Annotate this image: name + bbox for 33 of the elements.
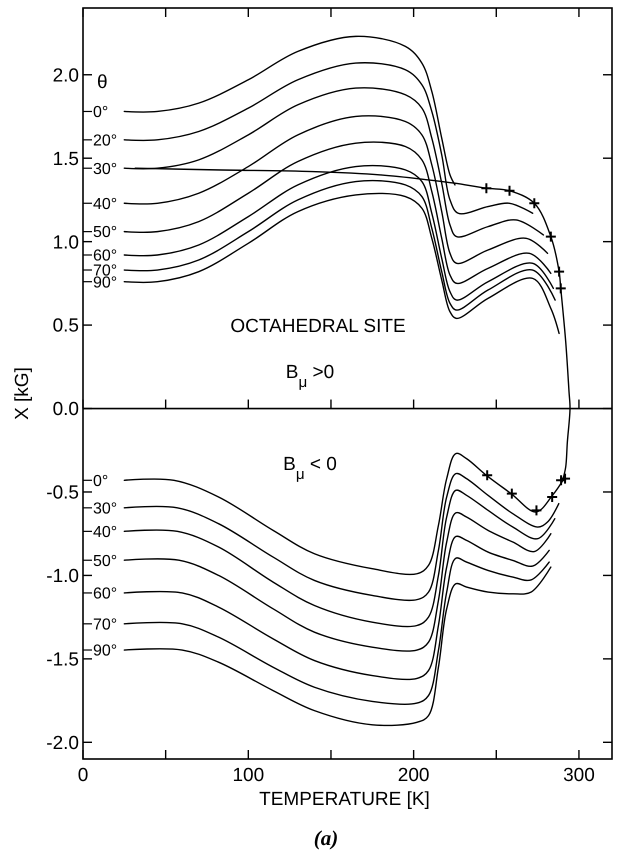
series-label: 50° [93, 552, 118, 570]
series-label: 0° [93, 104, 108, 122]
annotation: OCTAHEDRAL SITE [230, 316, 406, 337]
y-tick-label: -0.5 [46, 482, 79, 504]
series-label: 40° [93, 524, 118, 541]
x-tick-label: 0 [78, 765, 88, 786]
series-label: 30° [93, 160, 118, 178]
series-label: 50° [93, 224, 118, 242]
y-tick-label: -1.0 [46, 566, 79, 588]
y-tick-label: 2.0 [52, 65, 79, 86]
y-tick-label: -1.5 [46, 650, 79, 671]
y-axis-title: X [kG] [12, 367, 33, 420]
annotation: B$_{μ}$ >0 [286, 362, 334, 390]
series-label: 40° [93, 196, 118, 213]
x-tick-label: 300 [563, 765, 595, 786]
legend-title: θ [97, 72, 108, 94]
annotation: B$_{μ}$ < 0 [283, 454, 337, 482]
x-tick-label: 100 [232, 765, 264, 786]
series-label: 0° [93, 472, 108, 490]
x-tick-label: 200 [398, 765, 430, 786]
y-tick-label: 0.5 [52, 316, 79, 337]
y-tick-label: 1.5 [52, 148, 79, 170]
y-tick-label: 1.0 [52, 232, 79, 254]
x-axis-title: TEMPERATURE [K] [259, 789, 430, 810]
y-tick-label: -2.0 [46, 732, 79, 754]
series-label: 30° [93, 500, 118, 518]
series-label: 20° [93, 132, 118, 150]
series-label: 60° [93, 248, 118, 265]
series-label: 70° [93, 616, 118, 634]
y-tick-label: 0.0 [52, 399, 79, 420]
text: (a) [314, 826, 338, 850]
series-label: 60° [93, 586, 118, 603]
series-label: 90° [93, 642, 118, 660]
